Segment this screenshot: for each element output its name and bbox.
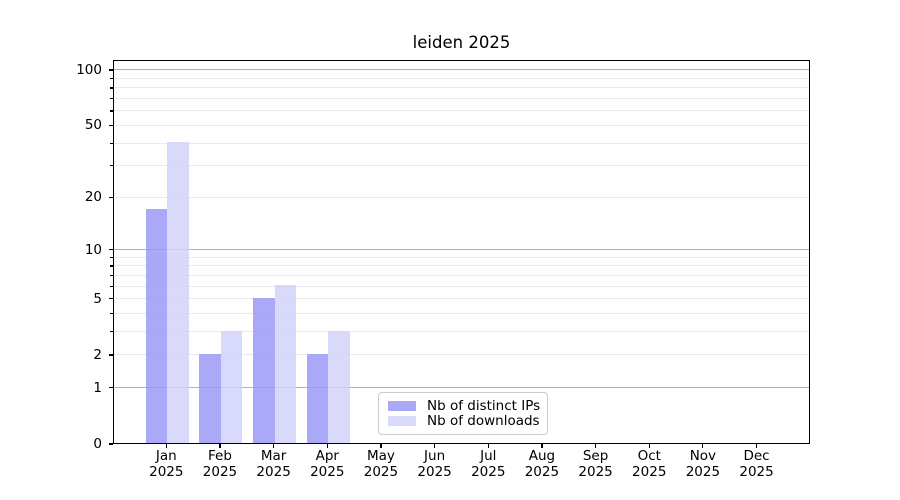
gridline-minor [114, 98, 809, 100]
gridline-minor [114, 265, 809, 267]
gridline-major [114, 69, 809, 71]
legend: Nb of distinct IPs Nb of downloads [378, 392, 548, 435]
x-tick-mark [541, 444, 543, 448]
legend-item-downloads: Nb of downloads [388, 413, 540, 429]
y-minor-tick-mark [110, 285, 113, 287]
bar-distinct-ips [253, 297, 275, 443]
x-tick-label: Sep 2025 [578, 448, 613, 480]
y-tick-label: 0 [93, 436, 102, 452]
y-minor-tick-mark [110, 142, 113, 144]
y-tick-label: 10 [84, 241, 102, 258]
x-tick-mark [380, 444, 382, 448]
x-tick-label: Mar 2025 [256, 448, 291, 480]
gridline-minor [114, 285, 809, 287]
y-minor-tick-mark [110, 265, 113, 267]
gridline-minor [114, 331, 809, 333]
x-tick-mark [434, 444, 436, 448]
legend-swatch-distinct-ips [388, 401, 416, 411]
chart-title: leiden 2025 [412, 33, 511, 52]
gridline-minor [114, 142, 809, 144]
x-tick-label: May 2025 [363, 448, 399, 480]
x-tick-label: Feb 2025 [202, 448, 238, 480]
gridline-minor [114, 256, 809, 258]
x-tick-label: Apr 2025 [310, 448, 345, 480]
gridline-minor [114, 313, 809, 315]
y-tick-label: 2 [93, 346, 102, 363]
gridline-minor [114, 165, 809, 167]
y-tick-mark [108, 387, 113, 389]
gridline-major [114, 387, 809, 389]
x-tick-label: Jul 2025 [471, 448, 506, 480]
x-tick-label: Dec 2025 [739, 448, 774, 480]
y-tick-mark [108, 124, 113, 126]
x-tick-label: Jan 2025 [149, 448, 184, 480]
x-tick-mark [755, 444, 758, 448]
y-minor-tick-mark [110, 77, 113, 80]
x-tick-label: Nov 2025 [685, 448, 721, 480]
y-tick-mark [108, 196, 113, 198]
legend-label-downloads: Nb of downloads [427, 413, 540, 429]
x-tick-label: Aug 2025 [524, 448, 560, 480]
y-tick-label: 50 [84, 117, 102, 134]
x-tick-mark [165, 444, 167, 448]
bar-distinct-ips [145, 208, 168, 443]
legend-label-distinct-ips: Nb of distinct IPs [427, 398, 541, 414]
y-minor-tick-mark [110, 256, 113, 259]
y-minor-tick-mark [110, 110, 113, 112]
gridline-minor [114, 274, 809, 276]
x-tick-mark [648, 444, 650, 448]
x-tick-label: Oct 2025 [632, 448, 667, 480]
bar-distinct-ips [199, 353, 221, 443]
gridline-minor [114, 124, 809, 126]
bar-downloads [167, 142, 189, 443]
y-tick-mark [108, 354, 113, 356]
y-minor-tick-mark [110, 331, 113, 333]
y-minor-tick-mark [110, 165, 113, 167]
y-tick-mark [108, 249, 113, 251]
gridline-major [114, 249, 809, 251]
y-tick-label: 5 [93, 290, 102, 307]
y-minor-tick-mark [110, 98, 113, 100]
x-tick-mark [219, 444, 221, 448]
x-tick-mark [487, 444, 489, 448]
gridline-minor [114, 110, 809, 112]
x-tick-label: Jun 2025 [417, 448, 452, 480]
x-tick-mark [326, 444, 328, 448]
x-tick-mark [273, 444, 275, 448]
bar-downloads [220, 330, 243, 443]
y-minor-tick-mark [110, 313, 113, 315]
x-tick-mark [594, 444, 597, 448]
y-tick-mark [108, 443, 113, 445]
y-tick-label: 100 [76, 61, 102, 78]
y-tick-label: 1 [93, 379, 102, 396]
bar-downloads [274, 285, 297, 443]
gridline-minor [114, 354, 809, 356]
legend-swatch-downloads [388, 416, 416, 426]
plot-area [113, 60, 810, 444]
gridline-minor [114, 196, 809, 198]
gridline-minor [114, 77, 809, 79]
y-tick-mark [108, 69, 113, 71]
gridline-minor [114, 87, 809, 89]
y-minor-tick-mark [110, 274, 113, 277]
x-tick-mark [702, 444, 704, 448]
bar-distinct-ips [306, 353, 329, 443]
legend-item-distinct-ips: Nb of distinct IPs [388, 398, 541, 414]
bar-downloads [328, 330, 350, 443]
y-tick-label: 20 [84, 189, 102, 206]
gridline-minor [114, 298, 809, 300]
y-tick-mark [108, 298, 113, 300]
y-minor-tick-mark [110, 87, 113, 89]
